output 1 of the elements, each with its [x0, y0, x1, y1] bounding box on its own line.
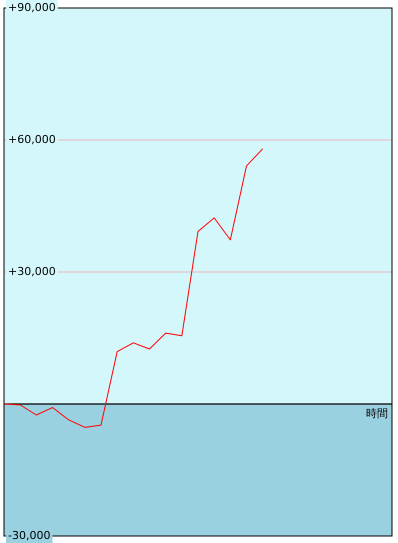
xlabel: 時間 — [366, 407, 388, 420]
